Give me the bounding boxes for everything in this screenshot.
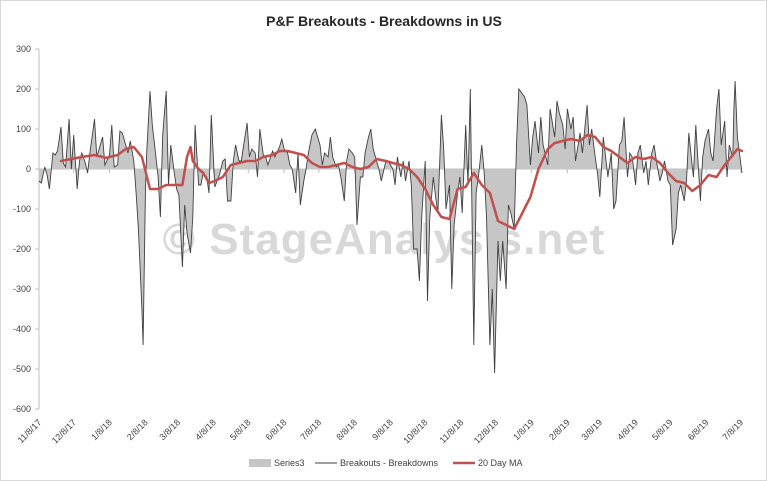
y-tick-label: -600 xyxy=(13,404,31,414)
x-tick-label: 5/8/19 xyxy=(650,417,675,442)
x-tick-label: 2/8/19 xyxy=(547,417,572,442)
y-tick-label: 0 xyxy=(26,164,31,174)
x-tick-label: 3/8/18 xyxy=(157,417,182,442)
legend-label-breakouts: Breakouts - Breakdowns xyxy=(340,458,439,468)
y-tick-label: 100 xyxy=(16,124,31,134)
x-tick-label: 1/8/19 xyxy=(511,417,536,442)
legend-label-ma20: 20 Day MA xyxy=(478,458,523,468)
x-tick-label: 6/8/18 xyxy=(264,417,289,442)
x-tick-label: 11/8/17 xyxy=(16,417,44,445)
series3-area xyxy=(39,81,742,373)
x-tick-label: 12/8/17 xyxy=(50,417,78,445)
x-tick-label: 3/8/19 xyxy=(579,417,604,442)
x-tick-label: 9/8/18 xyxy=(370,417,395,442)
y-tick-label: 300 xyxy=(16,44,31,54)
plot-area xyxy=(38,80,744,374)
y-tick-label: -400 xyxy=(13,324,31,334)
x-tick-label: 12/8/18 xyxy=(472,417,500,445)
legend-swatch-series3 xyxy=(249,459,271,467)
x-tick-label: 6/8/19 xyxy=(686,417,711,442)
x-tick-label: 2/8/18 xyxy=(125,417,150,442)
x-tick-label: 7/8/18 xyxy=(298,417,323,442)
x-tick-label: 4/8/18 xyxy=(193,417,218,442)
x-tick-label: 1/8/18 xyxy=(89,417,114,442)
x-tick-label: 11/8/18 xyxy=(438,417,466,445)
legend: Series3 Breakouts - Breakdowns 20 Day MA xyxy=(249,458,523,468)
x-tick-label: 8/8/18 xyxy=(334,417,359,442)
ma20-line xyxy=(59,133,744,231)
y-tick-label: -100 xyxy=(13,204,31,214)
y-tick-label: 200 xyxy=(16,84,31,94)
watermark: © StageAnalysis.net xyxy=(163,215,606,264)
x-axis: 11/8/17 12/8/17 1/8/18 2/8/18 3/8/18 4/8/18 5/… xyxy=(16,168,745,446)
legend-label-series3: Series3 xyxy=(274,458,305,468)
y-tick-label: -300 xyxy=(13,284,31,294)
x-tick-label: 7/8/19 xyxy=(720,417,745,442)
x-tick-label: 5/8/18 xyxy=(228,417,253,442)
x-tick-label: 4/8/19 xyxy=(615,417,640,442)
breakouts-breakdowns-line xyxy=(38,80,743,374)
y-tick-label: -200 xyxy=(13,244,31,254)
y-axis: 300 200 100 0 -100 -200 -300 -400 -500 -600 xyxy=(13,44,40,414)
y-tick-label: -500 xyxy=(13,364,31,374)
x-tick-label: 10/8/18 xyxy=(401,417,429,445)
chart-title: P&F Breakouts - Breakdowns in US xyxy=(266,13,502,29)
